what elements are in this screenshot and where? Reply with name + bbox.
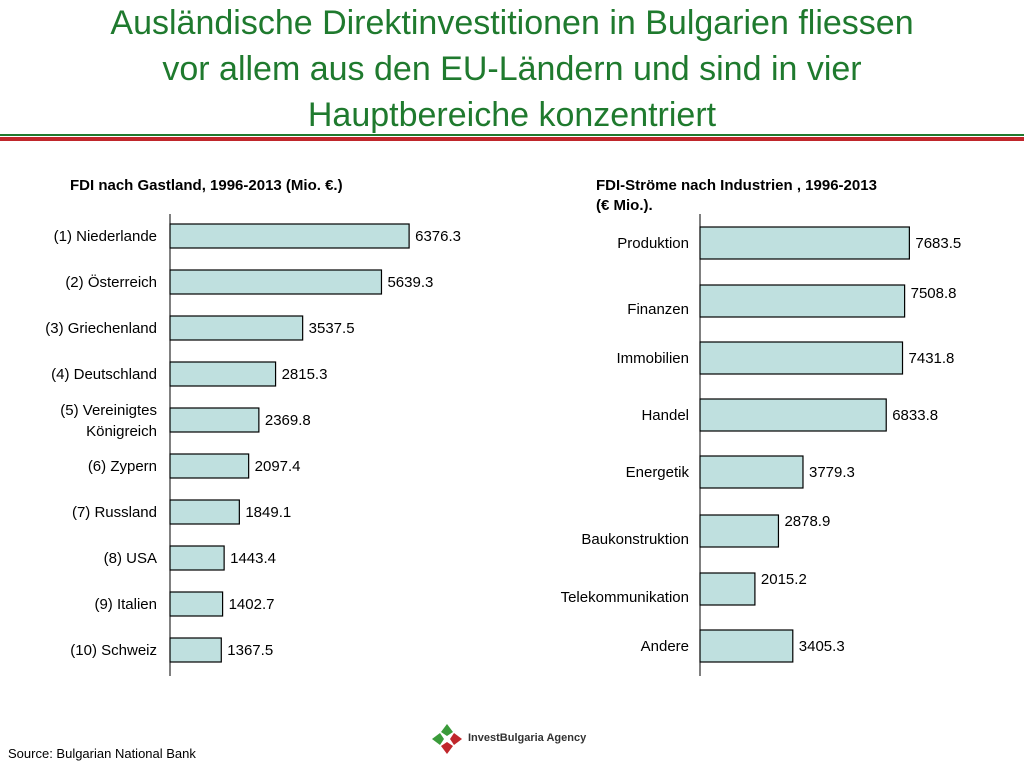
investbulgaria-logo: InvestBulgaria Agency bbox=[430, 722, 610, 756]
chart-2-category-label-8: Andere bbox=[641, 638, 689, 655]
chart-2-category-label-4: Handel bbox=[641, 407, 689, 424]
chart-1-value-label-4: 2815.3 bbox=[282, 366, 328, 383]
chart-1-category-label-7: (7) Russland bbox=[72, 504, 157, 521]
logo-text: InvestBulgaria Agency bbox=[468, 732, 587, 744]
chart-1-category-label-1: (1) Niederlande bbox=[54, 228, 157, 245]
chart-1-bar-7 bbox=[169, 499, 240, 525]
chart-1-category-label-5-line-1: (5) Vereinigtes bbox=[60, 402, 157, 419]
page-title-line-3: Hauptbereiche konzentriert bbox=[307, 96, 717, 134]
chart-2-category-label-1: Produktion bbox=[617, 235, 689, 252]
chart-1-value-label-5: 2369.8 bbox=[265, 412, 311, 429]
page-title-line-1: Ausländische Direktinvestitionen in Bulg… bbox=[110, 4, 914, 42]
chart-1-value-label-7: 1849.1 bbox=[245, 504, 291, 521]
chart-2-bar-5 bbox=[699, 455, 804, 489]
source-note: Source: Bulgarian National Bank bbox=[8, 746, 196, 761]
page-title: Ausländische Direktinvestitionen in Bulg… bbox=[0, 0, 1024, 138]
chart-1-category-label-4: (4) Deutschland bbox=[51, 366, 157, 383]
chart-1-category-label-6: (6) Zypern bbox=[88, 458, 157, 475]
chart-2-title-line-2: (€ Mio.). bbox=[596, 197, 653, 214]
chart-2-bar-4 bbox=[699, 398, 887, 432]
chart-1-category-label-8: (8) USA bbox=[104, 550, 157, 567]
title-divider-red bbox=[0, 137, 1024, 141]
chart-2-category-label-6: Baukonstruktion bbox=[581, 531, 689, 548]
chart-1-category-label-10: (10) Schweiz bbox=[70, 642, 157, 659]
chart-1-bar-2 bbox=[169, 269, 383, 295]
page-title-line-2: vor allem aus den EU-Ländern und sind in… bbox=[162, 50, 862, 88]
chart-2-bar-3 bbox=[699, 341, 904, 375]
chart-1-value-label-3: 3537.5 bbox=[309, 320, 355, 337]
chart-2-bar-7 bbox=[699, 572, 756, 606]
chart-1-category-label-3: (3) Griechenland bbox=[45, 320, 157, 337]
chart-2-bar-2 bbox=[699, 284, 906, 318]
chart-2-value-label-7: 2015.2 bbox=[761, 571, 807, 588]
chart-1-value-label-9: 1402.7 bbox=[229, 596, 275, 613]
chart-1-bar-9 bbox=[169, 591, 224, 617]
chart-2-category-label-3: Immobilien bbox=[616, 350, 689, 367]
chart-1-bar-5 bbox=[169, 407, 260, 433]
chart-1-bar-8 bbox=[169, 545, 225, 571]
chart-2-bar-6 bbox=[699, 514, 780, 548]
chart-1-title-line-1: FDI nach Gastland, 1996-2013 (Mio. €.) bbox=[70, 177, 343, 194]
chart-1-value-label-6: 2097.4 bbox=[255, 458, 301, 475]
chart-2-category-label-5: Energetik bbox=[626, 464, 690, 481]
chart-1-value-label-8: 1443.4 bbox=[230, 550, 276, 567]
chart-2-value-label-2: 7508.8 bbox=[911, 285, 957, 302]
chart-2-value-label-3: 7431.8 bbox=[909, 350, 955, 367]
chart-2-title-line-1: FDI-Ströme nach Industrien , 1996-2013 bbox=[596, 177, 877, 194]
chart-2-value-label-8: 3405.3 bbox=[799, 638, 845, 655]
chart-1-value-label-2: 5639.3 bbox=[387, 274, 433, 291]
chart-2-value-label-4: 6833.8 bbox=[892, 407, 938, 424]
leaf-logo-icon bbox=[432, 724, 462, 754]
chart-1-category-label-5-line-2: Königreich bbox=[86, 423, 157, 440]
chart-1-title: FDI nach Gastland, 1996-2013 (Mio. €.) bbox=[70, 176, 343, 196]
chart-2-value-label-6: 2878.9 bbox=[784, 513, 830, 530]
chart-1-bar-10 bbox=[169, 637, 222, 663]
chart-1-bar-1 bbox=[169, 223, 410, 249]
chart-2-title: FDI-Ströme nach Industrien , 1996-2013 (… bbox=[596, 176, 877, 216]
chart-2-value-label-5: 3779.3 bbox=[809, 464, 855, 481]
chart-1-bar-3 bbox=[169, 315, 304, 341]
chart-1-bar-4 bbox=[169, 361, 277, 387]
chart-1-category-label-9: (9) Italien bbox=[94, 596, 157, 613]
chart-2-bar-1 bbox=[699, 226, 910, 260]
chart-2-value-label-1: 7683.5 bbox=[915, 235, 961, 252]
chart-1-category-label-2: (2) Österreich bbox=[65, 273, 157, 291]
title-divider-green bbox=[0, 134, 1024, 136]
chart-2-category-label-7: Telekommunikation bbox=[561, 589, 689, 606]
chart-1-bar-6 bbox=[169, 453, 250, 479]
chart-2-bar-8 bbox=[699, 629, 794, 663]
chart-2-category-label-2: Finanzen bbox=[627, 301, 689, 318]
chart-1-value-label-1: 6376.3 bbox=[415, 228, 461, 245]
chart-1-value-label-10: 1367.5 bbox=[227, 642, 273, 659]
